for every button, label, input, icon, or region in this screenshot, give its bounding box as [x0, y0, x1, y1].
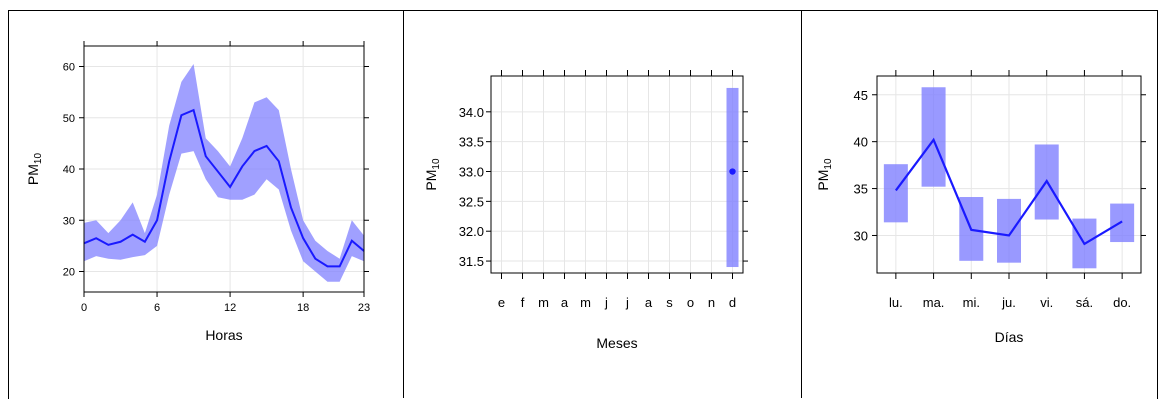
x-tick-label: 18 — [297, 302, 309, 314]
y-tick-label: 32.5 — [459, 194, 484, 209]
x-tick-label: 12 — [224, 302, 236, 314]
interval-bar — [726, 87, 739, 268]
y-tick-label: 60 — [63, 62, 75, 74]
x-tick-label: o — [687, 295, 694, 310]
y-tick-label: 33.0 — [459, 165, 484, 180]
y-tick-label: 30 — [63, 215, 75, 227]
y-axis-title: PM10 — [815, 158, 834, 191]
figure-frame — [8, 10, 1158, 399]
x-tick-label: ju. — [1001, 295, 1016, 310]
y-tick-label: 33.5 — [459, 135, 484, 150]
x-tick-label: a — [561, 295, 569, 310]
y-tick-label: 30 — [854, 228, 868, 243]
x-tick-label: vi. — [1040, 295, 1053, 310]
x-tick-label: j — [625, 295, 629, 310]
x-axis-title: Meses — [596, 335, 637, 351]
x-tick-label: e — [498, 295, 505, 310]
y-tick-label: 20 — [63, 267, 75, 279]
panel-divider-1 — [403, 10, 404, 398]
interval-bar — [997, 198, 1021, 263]
interval-bar — [883, 164, 908, 223]
x-tick-label: do. — [1113, 295, 1131, 310]
y-tick-label: 34.0 — [459, 105, 484, 120]
y-axis-title: PM10 — [423, 158, 442, 191]
x-tick-label: j — [604, 295, 608, 310]
x-tick-label: mi. — [963, 295, 980, 310]
x-axis-title: Días — [995, 329, 1024, 345]
interval-bar — [921, 87, 946, 187]
y-axis-title: PM10 — [25, 153, 44, 186]
x-tick-label: lu. — [889, 295, 903, 310]
x-tick-label: 6 — [154, 302, 160, 314]
mean-point — [729, 168, 736, 175]
y-tick-label: 45 — [854, 88, 868, 103]
x-tick-label: 23 — [358, 302, 370, 314]
x-tick-label: sá. — [1076, 295, 1093, 310]
x-axis-title: Horas — [205, 327, 242, 343]
x-tick-label: d — [729, 295, 736, 310]
y-tick-label: 32.0 — [459, 224, 484, 239]
x-tick-label: m — [538, 295, 549, 310]
x-tick-label: 0 — [81, 302, 87, 314]
x-tick-label: ma. — [923, 295, 945, 310]
x-tick-label: n — [708, 295, 715, 310]
y-tick-label: 40 — [854, 135, 868, 150]
y-tick-label: 50 — [63, 113, 75, 125]
plot-frame — [490, 75, 744, 274]
panel-divider-2 — [801, 10, 802, 398]
x-tick-label: m — [580, 295, 591, 310]
y-tick-label: 35 — [854, 182, 868, 197]
y-tick-label: 31.5 — [459, 254, 484, 269]
mean-line — [83, 108, 365, 268]
x-tick-label: s — [666, 295, 673, 310]
x-tick-label: a — [645, 295, 653, 310]
confidence-band — [84, 63, 364, 282]
mean-line — [894, 137, 1123, 246]
y-tick-label: 40 — [63, 164, 75, 176]
x-tick-label: f — [521, 295, 525, 310]
interval-bar — [1110, 203, 1135, 243]
